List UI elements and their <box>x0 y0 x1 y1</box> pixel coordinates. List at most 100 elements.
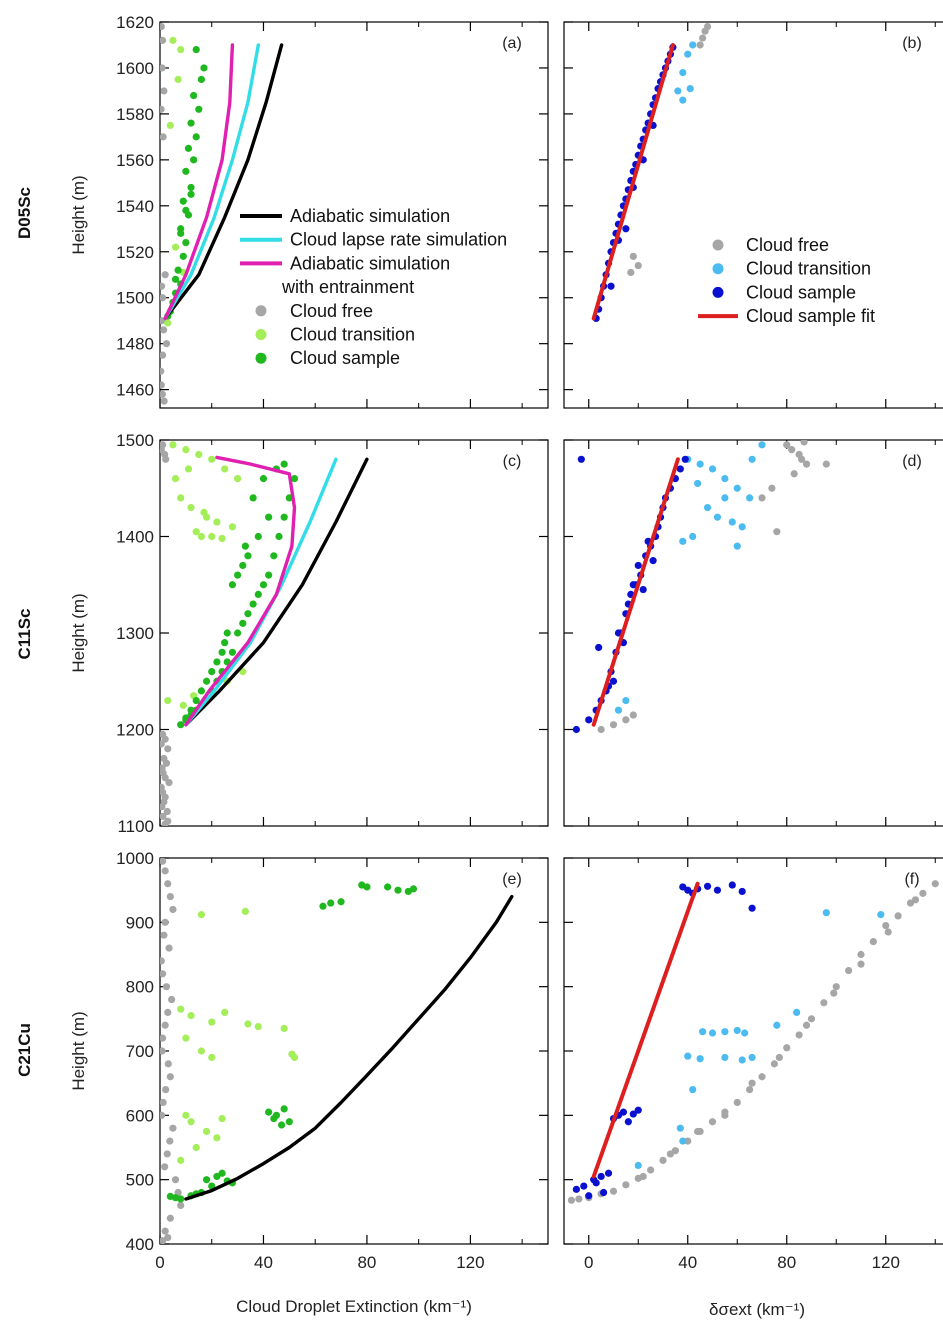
data-point <box>770 1060 778 1068</box>
data-point <box>177 45 185 54</box>
data-point <box>163 807 171 816</box>
data-point <box>919 889 927 897</box>
data-point <box>160 390 166 398</box>
data-point <box>177 1156 185 1164</box>
data-point <box>187 190 195 198</box>
data-point <box>394 886 402 894</box>
legend-label: Cloud free <box>746 235 829 255</box>
data-point <box>567 1196 576 1204</box>
data-point <box>182 1111 190 1119</box>
data-point <box>174 266 182 274</box>
data-point <box>200 508 208 516</box>
data-point <box>249 600 257 608</box>
data-point <box>604 1169 613 1177</box>
data-point <box>164 1233 172 1242</box>
data-point <box>783 441 791 449</box>
data-point <box>192 133 200 141</box>
data-point <box>696 1055 704 1063</box>
x-tick-label: 120 <box>456 1253 484 1272</box>
data-point <box>622 696 630 705</box>
y-tick-label: 1000 <box>116 849 154 868</box>
data-point <box>597 725 605 734</box>
legend-item: Cloud sample <box>712 282 856 302</box>
data-point <box>208 532 216 541</box>
data-point <box>280 460 288 468</box>
y-tick-label: 1620 <box>116 13 154 32</box>
data-point <box>249 494 257 502</box>
data-point <box>270 1114 278 1123</box>
series-line-cloud-sample-fit <box>591 881 700 1179</box>
data-point <box>259 475 268 483</box>
data-point <box>177 1201 185 1209</box>
data-point <box>634 1106 642 1114</box>
y-tick-label: 900 <box>126 913 154 932</box>
series-cloud-transition <box>634 909 885 1170</box>
data-point <box>384 883 392 891</box>
data-point <box>666 1150 675 1158</box>
legend-right: Cloud free Cloud transition Cloud sample Cl… <box>698 235 875 326</box>
data-point <box>160 812 167 820</box>
data-point <box>182 206 190 215</box>
plot-area <box>160 22 284 405</box>
data-point <box>160 351 167 359</box>
y-tick-label: 1100 <box>117 817 154 836</box>
data-point <box>223 629 231 637</box>
data-point <box>280 513 288 521</box>
x-axis-title-right: δσext (km⁻¹) <box>709 1300 805 1319</box>
data-point <box>624 1118 632 1126</box>
data-point <box>741 1029 749 1037</box>
data-point <box>161 735 169 743</box>
data-point <box>228 523 237 531</box>
data-point <box>676 1124 684 1132</box>
data-point <box>161 271 169 279</box>
data-point <box>208 455 216 463</box>
data-point <box>773 528 781 536</box>
data-point <box>202 1176 211 1184</box>
data-point <box>634 561 642 570</box>
data-point <box>775 1053 783 1062</box>
data-point <box>164 745 172 753</box>
data-point <box>733 1026 741 1035</box>
data-point <box>857 950 865 959</box>
data-point <box>160 931 168 939</box>
data-point <box>629 252 637 260</box>
data-point <box>679 96 687 104</box>
series-cloud-free <box>567 880 939 1204</box>
data-point <box>254 590 262 599</box>
series-line-adiabatic-simulation <box>163 43 284 321</box>
x-tick-label: 80 <box>357 1253 376 1272</box>
data-point <box>622 225 630 233</box>
data-point <box>820 999 828 1007</box>
data-point <box>187 503 195 512</box>
data-point <box>798 455 806 463</box>
data-point <box>894 912 902 920</box>
panel-b: (b) <box>563 21 943 409</box>
data-point <box>327 899 335 907</box>
data-point <box>703 882 712 890</box>
data-point <box>270 552 278 560</box>
data-point <box>184 465 193 473</box>
data-point <box>822 460 830 468</box>
data-point <box>694 479 702 488</box>
data-point <box>783 1044 791 1052</box>
data-point <box>160 397 168 405</box>
data-point <box>857 960 865 968</box>
data-point <box>629 711 637 719</box>
data-point <box>241 542 249 550</box>
row-label: D05Sc <box>15 187 34 239</box>
data-point <box>746 494 754 502</box>
data-point <box>160 64 166 72</box>
data-point <box>164 696 172 705</box>
legend-label: Cloud sample fit <box>746 306 875 326</box>
data-point <box>708 1118 717 1126</box>
x-tick-label: 0 <box>584 1253 593 1272</box>
data-point <box>869 938 877 946</box>
plot-frame <box>563 21 943 409</box>
data-point <box>622 1181 630 1189</box>
data-point <box>911 896 920 904</box>
y-tick-label: 1540 <box>116 197 154 216</box>
data-point <box>190 156 198 164</box>
data-point <box>197 1047 205 1055</box>
data-point <box>738 523 746 531</box>
data-point <box>161 1163 169 1171</box>
